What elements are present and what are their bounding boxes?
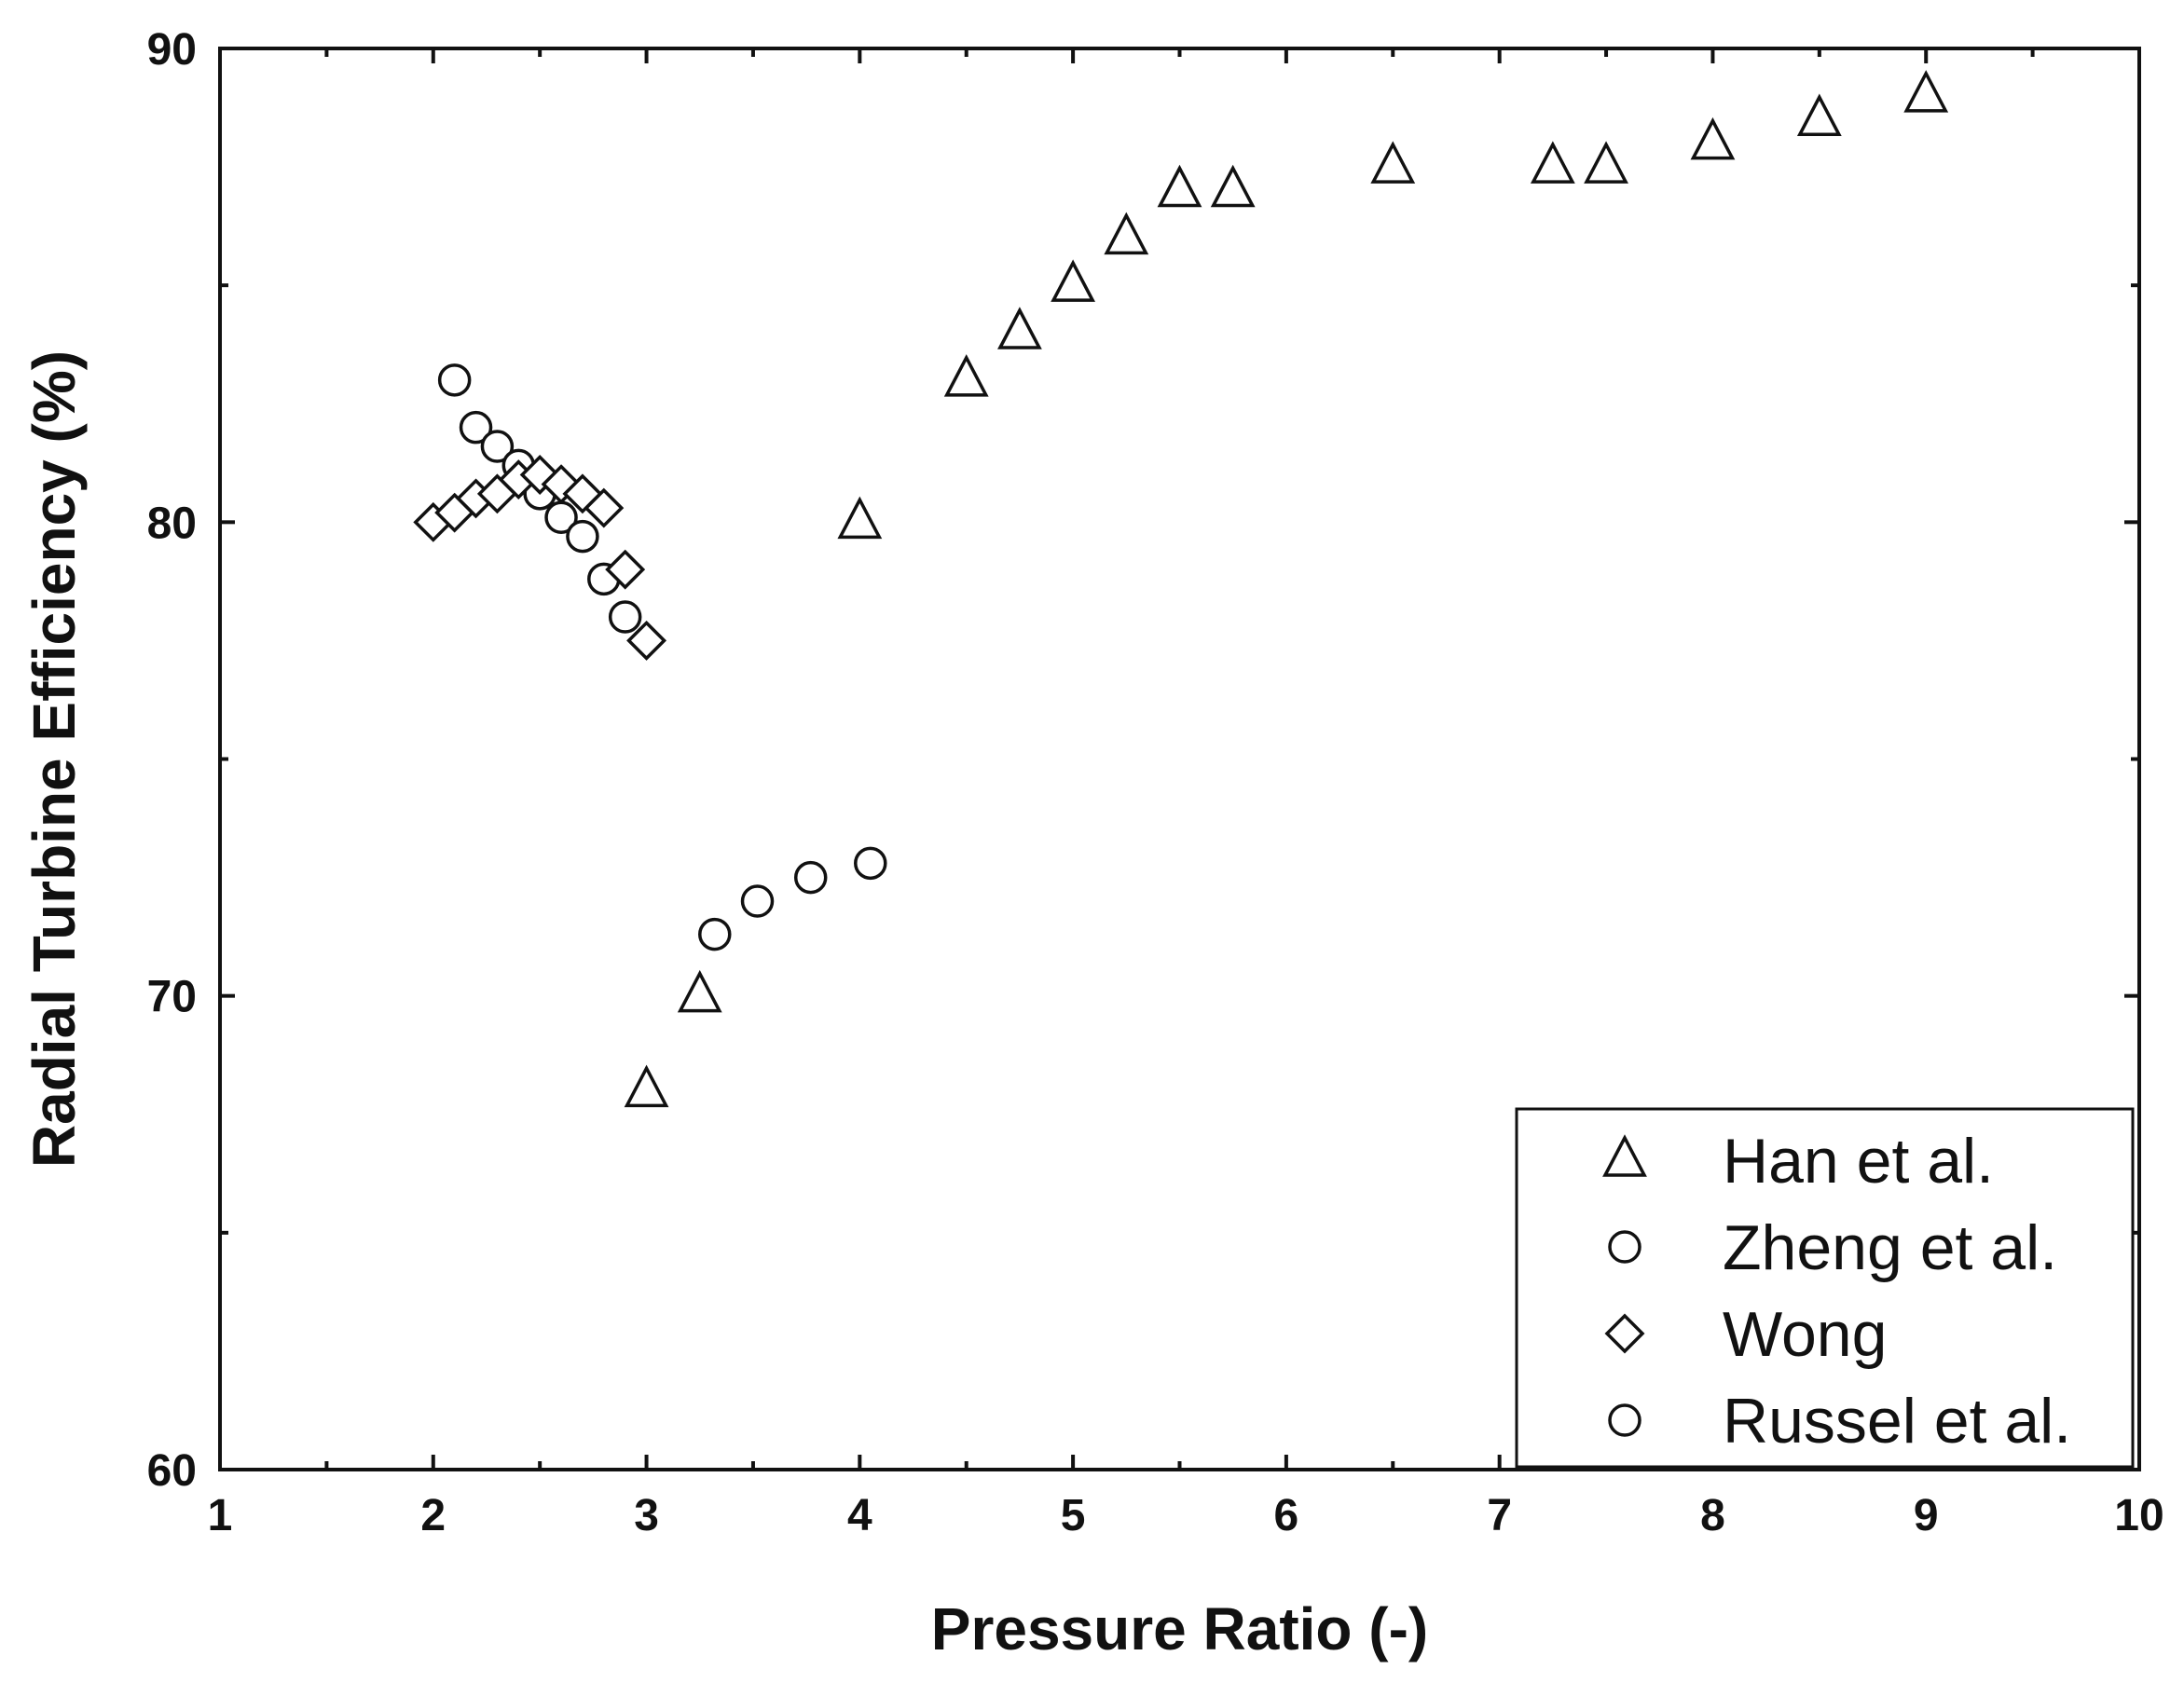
han-et-al-point [1157,164,1202,208]
han-et-al-point [677,969,722,1013]
legend-entry: Russel et al. [1723,1386,2071,1457]
legend-diamond-symbol [1604,1313,1645,1354]
zheng-et-al-point [608,600,642,634]
x-tick-label: 5 [1061,1491,1086,1540]
x-tick-label: 8 [1700,1491,1725,1540]
data-marks [413,70,1949,1108]
wong-point [584,487,625,528]
han-et-al-point [1210,164,1256,208]
legend: Han et al. Zheng et al. Wong Russel et al. [1515,1107,2135,1469]
zheng-et-al-point [437,363,472,397]
x-tick-label: 6 [1274,1491,1299,1540]
wong-point [605,549,646,590]
han-et-al-point [1051,259,1096,302]
legend-entry: Zheng et al. [1723,1212,2057,1283]
zheng-et-al-point [459,410,493,445]
russel-et-al-point [793,860,828,895]
han-et-al-point [1903,70,1949,113]
x-tick-label: 9 [1914,1491,1939,1540]
han-et-al-point [624,1064,669,1108]
legend-entry: Han et al. [1723,1126,1994,1197]
han-et-al-point [837,496,883,540]
y-tick-label: 60 [147,1446,197,1496]
axes: 1 2 3 4 5 6 7 8 9 10 60 70 80 90 [147,25,2164,1540]
legend-circle-symbol [1608,1230,1641,1264]
legend-triangle-symbol [1602,1134,1647,1177]
han-et-al-point [1690,116,1736,160]
zheng-et-al-point [566,519,599,554]
han-et-al-point [1796,93,1842,136]
y-tick-label: 90 [147,25,197,75]
y-tick-label: 80 [147,499,197,548]
russel-et-al-point [698,917,732,951]
legend-circle-symbol [1608,1403,1641,1437]
han-et-al-point [997,307,1042,349]
wong-point [626,620,667,661]
x-tick-label: 1 [208,1491,233,1540]
x-axis-title: Pressure Ratio (-) [931,1595,1428,1662]
y-axis-title: Radial Turbine Efficiency (%) [21,350,88,1168]
han-et-al-point [1530,141,1575,184]
legend-entry: Wong [1723,1299,1887,1370]
y-tick-label: 70 [147,973,197,1022]
x-tick-label: 4 [847,1491,872,1540]
zheng-et-al-point [480,430,515,463]
russel-et-al-point [740,884,775,918]
x-tick-label: 3 [634,1491,659,1540]
x-tick-label: 10 [2114,1491,2163,1540]
han-et-al-point [1584,141,1628,184]
han-et-al-point [1104,212,1149,255]
han-et-al-point [943,354,989,397]
russel-et-al-point [854,846,887,881]
han-et-al-point [1370,141,1416,184]
x-tick-label: 2 [420,1491,446,1540]
x-tick-label: 7 [1487,1491,1512,1540]
